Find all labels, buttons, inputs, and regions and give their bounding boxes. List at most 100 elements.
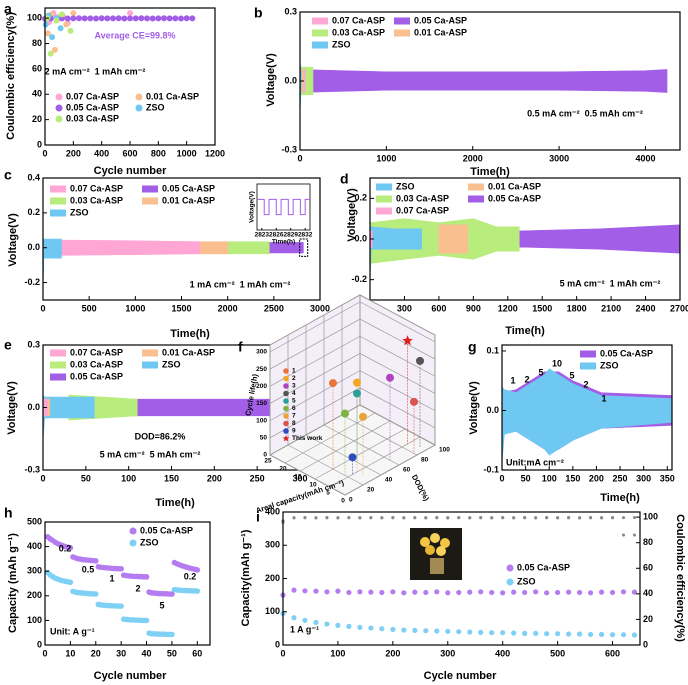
data-point — [51, 46, 58, 53]
x-tick-label: 40 — [142, 648, 152, 658]
x-tick-label: 3000 — [310, 303, 330, 313]
panel-letter: g — [468, 339, 477, 355]
panel-letter: b — [254, 5, 263, 21]
y-tick-label: 80 — [421, 457, 429, 464]
legend-swatch — [580, 362, 596, 370]
data-point — [110, 15, 116, 22]
data-point — [576, 589, 583, 596]
data-point — [468, 516, 472, 520]
voltage-band — [299, 69, 668, 93]
data-point — [578, 516, 582, 520]
data-point — [410, 397, 418, 406]
x-tick-label: 0 — [499, 473, 504, 483]
x-tick-label: 300 — [397, 303, 412, 313]
annotation: 5 — [538, 367, 543, 377]
legend-marker — [506, 578, 514, 586]
legend-swatch — [468, 195, 484, 203]
x-tick-label: 500 — [550, 648, 565, 658]
data-point — [544, 631, 550, 637]
data-point — [353, 389, 361, 398]
data-point — [348, 453, 357, 462]
data-point — [379, 626, 385, 632]
legend-swatch — [394, 29, 410, 37]
x-tick-label: 150 — [565, 473, 580, 483]
data-point — [292, 516, 296, 520]
x-tick-label: 5 — [326, 490, 330, 497]
x-tick-label: 1800 — [567, 303, 587, 313]
y-tick-label: -0.1 — [483, 464, 499, 474]
annotation: 5 mA cm⁻² 1 mAh cm⁻² — [560, 278, 661, 288]
legend-label: 3 — [292, 383, 296, 390]
y-tick-label: 0.0 — [27, 402, 40, 412]
x-tick-label: 0 — [42, 148, 47, 158]
x-tick-label: 300 — [440, 648, 455, 658]
data-point — [402, 335, 413, 346]
data-point — [194, 567, 201, 573]
grid-line — [269, 301, 361, 353]
grid-line — [344, 444, 436, 496]
data-point — [92, 591, 99, 597]
data-point — [598, 589, 605, 595]
y-tick-label: 0.0 — [354, 233, 367, 243]
data-point — [93, 15, 99, 22]
legend-swatch — [142, 197, 158, 205]
x-tick-label: 800 — [151, 148, 166, 158]
x-tick-label: 1500 — [532, 303, 552, 313]
annotation: 1 — [109, 573, 114, 583]
panel-letter: a — [4, 1, 12, 17]
annotation: 1 mA cm⁻² 1 mAh cm⁻² — [190, 279, 291, 289]
y-tick-label: 0.3 — [27, 339, 40, 349]
data-point — [47, 50, 54, 57]
legend-label: 0.05 Ca-ASP — [70, 371, 123, 381]
y2-tick-label: 40 — [643, 588, 653, 598]
data-point — [353, 378, 361, 387]
data-point — [523, 516, 527, 520]
annotation: 10 — [552, 358, 562, 368]
data-point — [369, 516, 373, 520]
legend-label: 9 — [292, 428, 296, 435]
data-point — [511, 589, 517, 595]
data-point — [70, 10, 77, 17]
x-tick-label: 200 — [207, 473, 222, 483]
data-point — [325, 516, 329, 520]
x-tick-label: 200 — [66, 148, 81, 158]
y-tick-label: 0 — [349, 497, 353, 504]
data-point — [59, 11, 65, 18]
data-point — [412, 589, 418, 595]
data-point — [533, 589, 539, 595]
legend-swatch — [312, 41, 328, 49]
x-tick-label: 0 — [40, 303, 45, 313]
x-tick-label: 200 — [589, 473, 604, 483]
data-point — [620, 632, 627, 638]
y-axis-label: Capacity(mAh g⁻¹) — [240, 529, 252, 626]
voltage-band — [42, 239, 201, 256]
legend-label: 0.01 Ca-ASP — [146, 91, 199, 101]
legend-marker — [55, 104, 63, 112]
x-tick-label: 250 — [250, 473, 265, 483]
data-point — [189, 15, 196, 22]
data-point — [335, 622, 341, 628]
data-point — [391, 516, 395, 520]
annotation: Average CE=99.8% — [95, 30, 176, 40]
y-tick-label: -0.3 — [281, 144, 297, 154]
legend-swatch — [50, 349, 66, 357]
data-point — [324, 589, 330, 595]
data-point — [329, 379, 337, 388]
data-point — [194, 588, 201, 594]
data-point — [445, 590, 451, 596]
y-tick-label: 0.0 — [27, 242, 40, 252]
legend-marker — [129, 527, 137, 535]
data-point — [610, 516, 615, 520]
data-point — [500, 590, 506, 596]
data-point — [53, 17, 60, 24]
data-point — [172, 15, 179, 22]
grid-line — [269, 454, 346, 496]
y-axis-label: Voltage(V) — [7, 213, 19, 267]
data-point — [386, 373, 394, 382]
data-point — [368, 589, 374, 595]
data-point — [314, 516, 318, 520]
legend-label: 0.05 Ca-ASP — [600, 348, 653, 358]
data-point — [478, 589, 484, 595]
data-point — [357, 624, 363, 630]
y-axis-label: Voltage(V) — [346, 188, 358, 242]
